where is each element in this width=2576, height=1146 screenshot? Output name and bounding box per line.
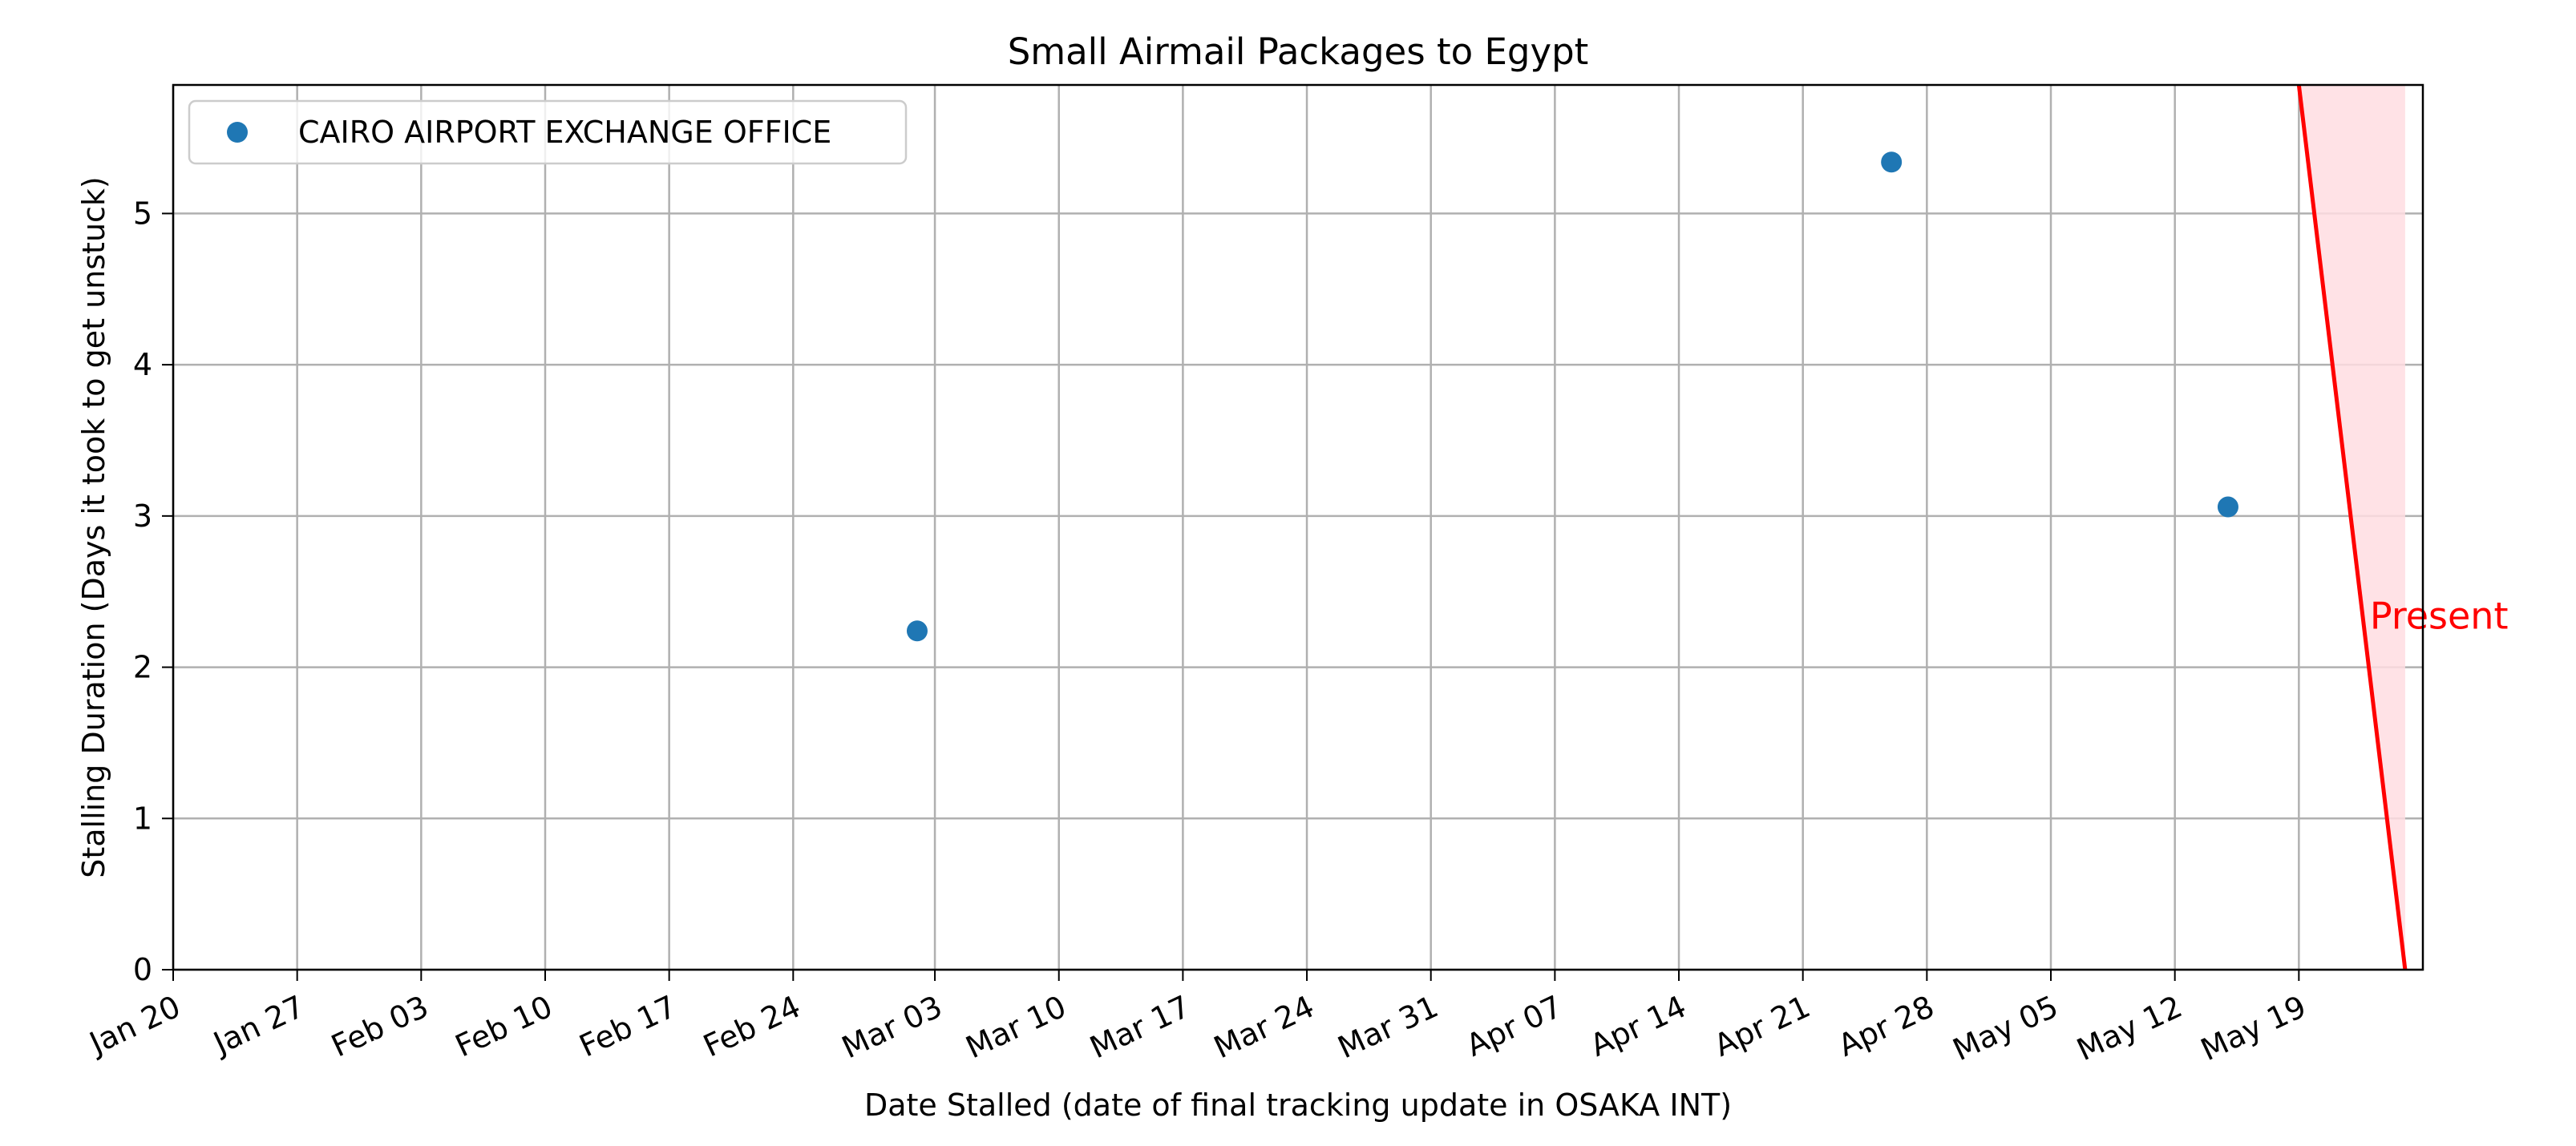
y-tick-label: 5 <box>133 196 152 231</box>
legend-box <box>188 99 908 165</box>
legend-marker <box>227 122 248 143</box>
legend: CAIRO AIRPORT EXCHANGE OFFICE <box>188 99 908 165</box>
y-axis-label: Stalling Duration (Days it took to get u… <box>76 176 111 878</box>
data-point <box>906 620 928 642</box>
y-tick-label: 0 <box>133 952 152 987</box>
present-marker: Present <box>2296 84 2509 970</box>
grid <box>172 85 2423 971</box>
scatter-points <box>906 151 2238 642</box>
y-tick-label: 1 <box>133 801 152 836</box>
present-label: Present <box>2370 594 2509 637</box>
y-tick-label: 2 <box>133 650 152 685</box>
present-line <box>2296 84 2408 970</box>
y-tick-label: 3 <box>133 498 152 534</box>
data-point <box>2217 496 2238 518</box>
x-axis-label: Date Stalled (date of final tracking upd… <box>864 1087 1732 1123</box>
chart-title: Small Airmail Packages to Egypt <box>1008 30 1589 73</box>
data-point <box>1881 151 1903 173</box>
plot-frame <box>172 83 2424 971</box>
legend-label: CAIRO AIRPORT EXCHANGE OFFICE <box>298 115 831 150</box>
y-tick-label: 4 <box>133 347 152 382</box>
